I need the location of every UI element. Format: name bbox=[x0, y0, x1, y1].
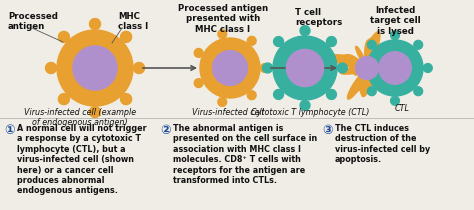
Text: ①: ① bbox=[4, 124, 15, 137]
Polygon shape bbox=[300, 100, 310, 110]
Polygon shape bbox=[58, 94, 69, 105]
Text: Virus-infected cell (example
of endogenous antigen): Virus-infected cell (example of endogeno… bbox=[24, 108, 136, 127]
Text: ③: ③ bbox=[322, 124, 333, 137]
Polygon shape bbox=[120, 94, 132, 105]
Polygon shape bbox=[367, 40, 423, 96]
Polygon shape bbox=[247, 91, 256, 100]
Polygon shape bbox=[247, 36, 256, 45]
Polygon shape bbox=[273, 37, 283, 46]
Polygon shape bbox=[134, 63, 145, 74]
Polygon shape bbox=[367, 87, 376, 96]
Polygon shape bbox=[90, 18, 100, 29]
Text: Processed antigen
presented with
MHC class I: Processed antigen presented with MHC cla… bbox=[178, 4, 268, 34]
Polygon shape bbox=[213, 51, 247, 85]
Text: The CTL induces
destruction of the
virus-infected cell by
apoptosis.: The CTL induces destruction of the virus… bbox=[335, 124, 430, 164]
Polygon shape bbox=[337, 63, 347, 73]
Text: ②: ② bbox=[160, 124, 171, 137]
Polygon shape bbox=[286, 49, 324, 87]
Polygon shape bbox=[73, 46, 117, 90]
Polygon shape bbox=[327, 37, 337, 46]
Text: CTL: CTL bbox=[394, 104, 410, 113]
Text: Cytotoxic T lymphocyte (CTL): Cytotoxic T lymphocyte (CTL) bbox=[251, 108, 369, 117]
Text: A normal cell will not trigger
a response by a cytotoxic T
lymphocyte (CTL), but: A normal cell will not trigger a respons… bbox=[17, 124, 146, 195]
Polygon shape bbox=[263, 63, 273, 73]
Polygon shape bbox=[194, 79, 203, 88]
Polygon shape bbox=[273, 36, 337, 100]
Polygon shape bbox=[58, 31, 69, 42]
Text: The abnormal antigen is
presented on the cell surface in
association with MHC cl: The abnormal antigen is presented on the… bbox=[173, 124, 317, 185]
Polygon shape bbox=[300, 26, 310, 35]
Polygon shape bbox=[200, 38, 260, 98]
Polygon shape bbox=[120, 31, 132, 42]
Polygon shape bbox=[218, 30, 227, 38]
Polygon shape bbox=[379, 52, 411, 84]
Polygon shape bbox=[414, 87, 423, 96]
Text: MHC
class I: MHC class I bbox=[118, 12, 148, 32]
Polygon shape bbox=[423, 64, 432, 72]
Polygon shape bbox=[273, 89, 283, 99]
Polygon shape bbox=[218, 97, 227, 106]
Polygon shape bbox=[367, 40, 376, 49]
Polygon shape bbox=[358, 64, 366, 72]
Polygon shape bbox=[330, 32, 406, 99]
Polygon shape bbox=[46, 63, 56, 74]
Text: Infected
target cell
is lysed: Infected target cell is lysed bbox=[370, 6, 420, 36]
Text: Processed
antigen: Processed antigen bbox=[8, 12, 58, 32]
Polygon shape bbox=[57, 30, 133, 106]
Polygon shape bbox=[391, 31, 400, 40]
Polygon shape bbox=[194, 49, 203, 57]
Polygon shape bbox=[414, 40, 423, 49]
Polygon shape bbox=[90, 106, 100, 118]
Polygon shape bbox=[260, 64, 269, 72]
Polygon shape bbox=[391, 96, 400, 105]
Polygon shape bbox=[356, 56, 378, 79]
Polygon shape bbox=[327, 89, 337, 99]
Text: T cell
receptors: T cell receptors bbox=[295, 8, 342, 27]
Text: Virus-infected cell: Virus-infected cell bbox=[192, 108, 264, 117]
